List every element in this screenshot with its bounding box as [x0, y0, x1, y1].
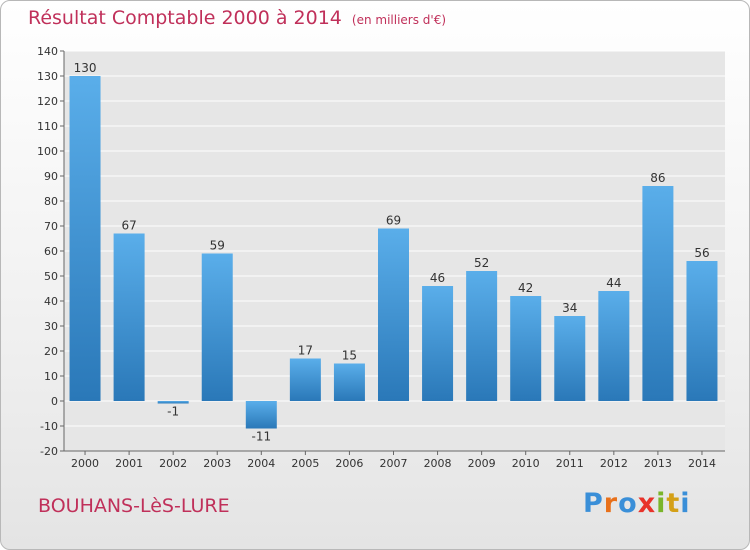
x-tick-label-2000: 2000	[71, 457, 99, 470]
logo-letter: t	[666, 488, 681, 519]
bar-2006	[333, 363, 365, 401]
data-label-2006: 15	[342, 349, 357, 363]
x-tick-label-2001: 2001	[115, 457, 143, 470]
bar-2008	[422, 286, 454, 401]
x-tick-label-2008: 2008	[424, 457, 452, 470]
logo-letter: i	[680, 488, 691, 519]
y-tick-label: 20	[44, 345, 58, 358]
data-label-2014: 56	[694, 246, 709, 260]
data-label-2010: 42	[518, 281, 533, 295]
y-tick-label: 80	[44, 195, 58, 208]
x-tick-label-2011: 2011	[556, 457, 584, 470]
y-tick-label: 120	[37, 95, 58, 108]
x-tick-label-2005: 2005	[291, 457, 319, 470]
y-tick-label: 70	[44, 220, 58, 233]
x-tick-label-2009: 2009	[468, 457, 496, 470]
chart-title: Résultat Comptable 2000 à 2014 (en millie…	[28, 7, 446, 29]
data-label-2012: 44	[606, 276, 621, 290]
y-tick-label: 10	[44, 370, 58, 383]
x-tick-label-2003: 2003	[203, 457, 231, 470]
bar-2014	[686, 261, 718, 401]
y-tick-label: 100	[37, 145, 58, 158]
y-tick-label: 90	[44, 170, 58, 183]
bar-2011	[554, 316, 586, 401]
x-tick-label-2002: 2002	[159, 457, 187, 470]
chart-unit-note: (en milliers d'€)	[351, 13, 447, 27]
data-label-2013: 86	[650, 171, 665, 185]
data-label-2004: -11	[251, 430, 271, 444]
y-tick-label: 0	[51, 395, 58, 408]
bar-2001	[113, 233, 145, 401]
x-tick-label-2013: 2013	[644, 457, 672, 470]
bar-2003	[201, 253, 233, 401]
data-label-2007: 69	[386, 214, 401, 228]
proxiti-logo: Proxiti	[583, 488, 691, 519]
commune-name: BOUHANS-LèS-LURE	[38, 495, 230, 517]
y-tick-label: 110	[37, 120, 58, 133]
y-tick-label: -10	[40, 420, 58, 433]
logo-letter: o	[618, 488, 638, 519]
data-label-2008: 46	[430, 271, 445, 285]
bar-2013	[642, 186, 674, 401]
bar-2004	[245, 401, 277, 429]
bar-2007	[378, 228, 409, 401]
data-label-2011: 34	[562, 301, 577, 315]
bar-2009	[466, 271, 498, 401]
y-tick-label: 140	[37, 45, 58, 58]
data-label-2001: 67	[121, 219, 136, 233]
x-tick-label-2012: 2012	[600, 457, 628, 470]
y-tick-label: 60	[44, 245, 58, 258]
data-label-2000: 130	[74, 61, 97, 75]
bar-2000	[69, 76, 101, 401]
bar-2002	[157, 401, 189, 404]
chart-title-text: Résultat Comptable 2000 à 2014	[28, 7, 342, 29]
x-tick-label-2007: 2007	[380, 457, 408, 470]
data-label-2003: 59	[210, 239, 225, 253]
logo-letter: i	[656, 488, 667, 519]
bar-2012	[598, 291, 630, 401]
y-tick-label: 130	[37, 70, 58, 83]
data-label-2002: -1	[167, 405, 179, 419]
y-tick-label: -20	[40, 445, 58, 458]
x-tick-label-2014: 2014	[688, 457, 716, 470]
logo-letter: P	[583, 488, 604, 519]
y-tick-label: 50	[44, 270, 58, 283]
logo-letter: x	[637, 488, 657, 519]
x-tick-label-2010: 2010	[512, 457, 540, 470]
data-label-2009: 52	[474, 256, 489, 270]
x-tick-label-2004: 2004	[247, 457, 275, 470]
bar-2010	[510, 296, 542, 401]
y-tick-label: 40	[44, 295, 58, 308]
data-label-2005: 17	[298, 344, 313, 358]
y-tick-label: 30	[44, 320, 58, 333]
bar-2005	[289, 358, 321, 401]
x-tick-label-2006: 2006	[335, 457, 363, 470]
logo-letter: r	[603, 488, 619, 519]
